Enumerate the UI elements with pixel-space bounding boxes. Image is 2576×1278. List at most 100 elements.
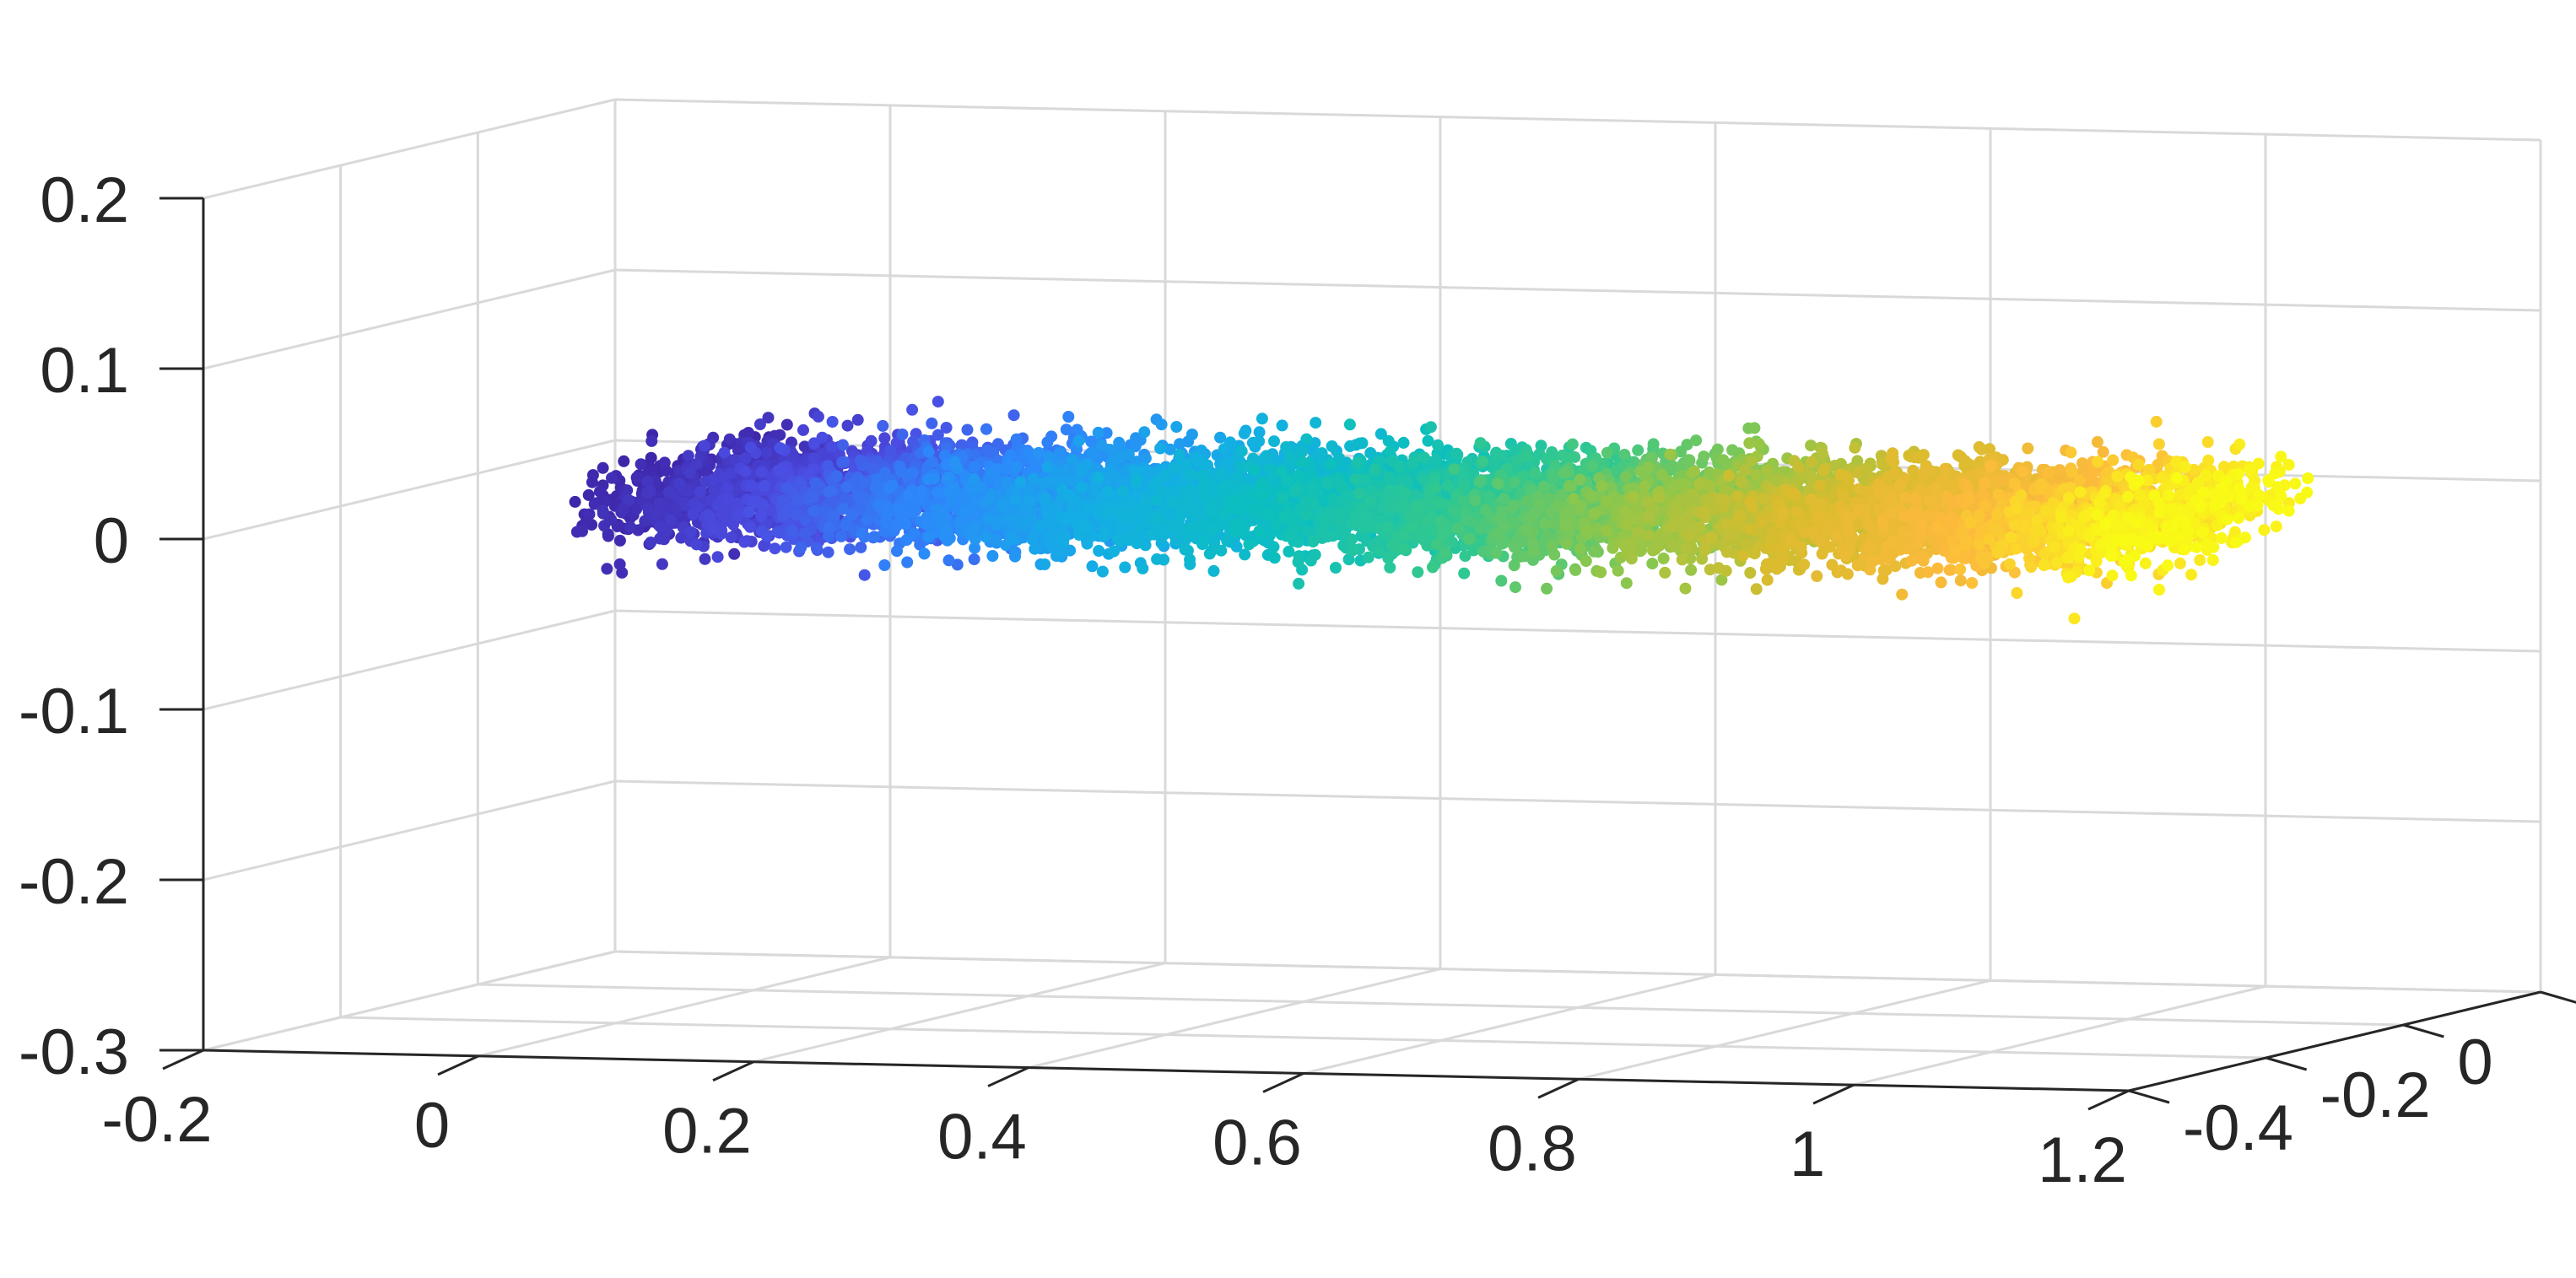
data-point bbox=[807, 452, 820, 465]
data-point bbox=[1130, 432, 1142, 445]
data-point bbox=[1154, 442, 1167, 455]
gridline-z-back bbox=[614, 98, 2541, 142]
data-point bbox=[980, 423, 992, 435]
data-point bbox=[1138, 426, 1151, 439]
data-point bbox=[968, 553, 980, 565]
data-point bbox=[2258, 524, 2271, 537]
data-point bbox=[1569, 450, 1581, 463]
data-point bbox=[2289, 477, 2302, 490]
data-point bbox=[1276, 419, 1288, 432]
data-point bbox=[2132, 458, 2145, 471]
data-point bbox=[906, 403, 919, 416]
data-point bbox=[1114, 450, 1126, 463]
data-point bbox=[1556, 449, 1569, 461]
data-point bbox=[1219, 457, 1231, 469]
data-point bbox=[1647, 438, 1660, 450]
data-point bbox=[1253, 426, 1266, 439]
data-point bbox=[878, 432, 891, 445]
data-point bbox=[1995, 474, 2008, 487]
data-point bbox=[1218, 443, 1230, 456]
gridline-x-floor bbox=[478, 956, 891, 1058]
data-point bbox=[1155, 418, 1168, 431]
gridline-y-floor bbox=[614, 950, 2541, 994]
gridline-y-floor bbox=[478, 983, 2404, 1027]
data-point bbox=[2270, 520, 2282, 533]
data-point bbox=[1356, 437, 1369, 450]
data-point bbox=[2208, 488, 2221, 501]
data-point bbox=[1397, 436, 1410, 449]
data-point bbox=[2275, 450, 2287, 463]
data-point bbox=[1326, 440, 1338, 452]
data-point bbox=[1007, 409, 1020, 422]
data-point bbox=[2150, 415, 2163, 428]
data-point bbox=[2091, 435, 2103, 448]
data-point bbox=[1743, 437, 1756, 450]
data-point bbox=[865, 434, 878, 447]
data-point bbox=[1086, 447, 1099, 460]
data-point bbox=[991, 438, 1004, 450]
data-point bbox=[1170, 421, 1183, 433]
data-point bbox=[1382, 434, 1395, 447]
data-point bbox=[2087, 466, 2099, 479]
data-point bbox=[1828, 460, 1841, 472]
data-point bbox=[1618, 449, 1631, 461]
data-point bbox=[1937, 472, 1949, 485]
data-point bbox=[797, 423, 809, 436]
data-point bbox=[2174, 557, 2186, 569]
data-point bbox=[2194, 500, 2206, 513]
gridline-z-back bbox=[614, 779, 2541, 823]
data-point bbox=[1971, 467, 1984, 480]
data-point bbox=[1907, 464, 1920, 477]
data-point bbox=[1310, 417, 1322, 429]
data-point bbox=[2282, 459, 2295, 471]
data-point bbox=[2190, 541, 2203, 553]
data-point bbox=[1164, 443, 1176, 456]
data-point bbox=[2244, 463, 2255, 476]
data-point bbox=[2233, 512, 2245, 524]
gridline-x-floor bbox=[753, 962, 1166, 1064]
data-point bbox=[1060, 423, 1072, 436]
data-point bbox=[2262, 474, 2275, 487]
data-point bbox=[1851, 466, 1864, 479]
gridline-z-back bbox=[614, 268, 2541, 312]
data-point bbox=[1315, 447, 1328, 460]
data-point bbox=[1100, 427, 1113, 439]
data-point bbox=[926, 417, 938, 429]
data-point bbox=[1851, 455, 1864, 467]
data-point bbox=[2201, 436, 2214, 448]
data-point bbox=[1490, 447, 1502, 460]
data-point bbox=[1268, 435, 1280, 448]
data-point bbox=[1726, 444, 1739, 456]
data-point bbox=[2272, 503, 2285, 515]
data-point bbox=[1973, 441, 1985, 453]
data-point bbox=[1690, 434, 1703, 447]
data-point bbox=[1632, 444, 1644, 456]
data-point bbox=[1816, 447, 1828, 460]
data-point bbox=[932, 429, 944, 441]
data-point bbox=[1450, 447, 1463, 460]
data-point bbox=[1041, 436, 1054, 449]
gridline-z-side bbox=[203, 779, 616, 882]
grid-floor bbox=[203, 950, 2541, 1092]
data-point bbox=[1185, 429, 1198, 440]
gridline-y-floor bbox=[340, 1016, 2266, 1060]
data-point bbox=[1711, 443, 1724, 456]
data-point bbox=[798, 440, 811, 453]
gridline-z-side bbox=[203, 98, 616, 200]
data-point bbox=[1959, 455, 1971, 467]
data-point bbox=[1749, 468, 1762, 481]
data-point bbox=[1092, 426, 1104, 439]
gridline-x-floor bbox=[1028, 968, 1441, 1070]
data-point bbox=[1752, 438, 1765, 450]
data-point bbox=[1333, 452, 1346, 465]
data-point bbox=[1683, 454, 1696, 466]
data-point bbox=[1023, 446, 1035, 458]
data-point bbox=[2239, 531, 2251, 544]
data-point bbox=[2066, 466, 2078, 478]
data-point bbox=[1586, 460, 1599, 472]
data-point bbox=[780, 418, 793, 431]
data-point bbox=[1238, 427, 1250, 439]
data-point bbox=[2097, 445, 2109, 458]
data-point bbox=[1296, 445, 1308, 458]
data-point bbox=[858, 569, 871, 581]
